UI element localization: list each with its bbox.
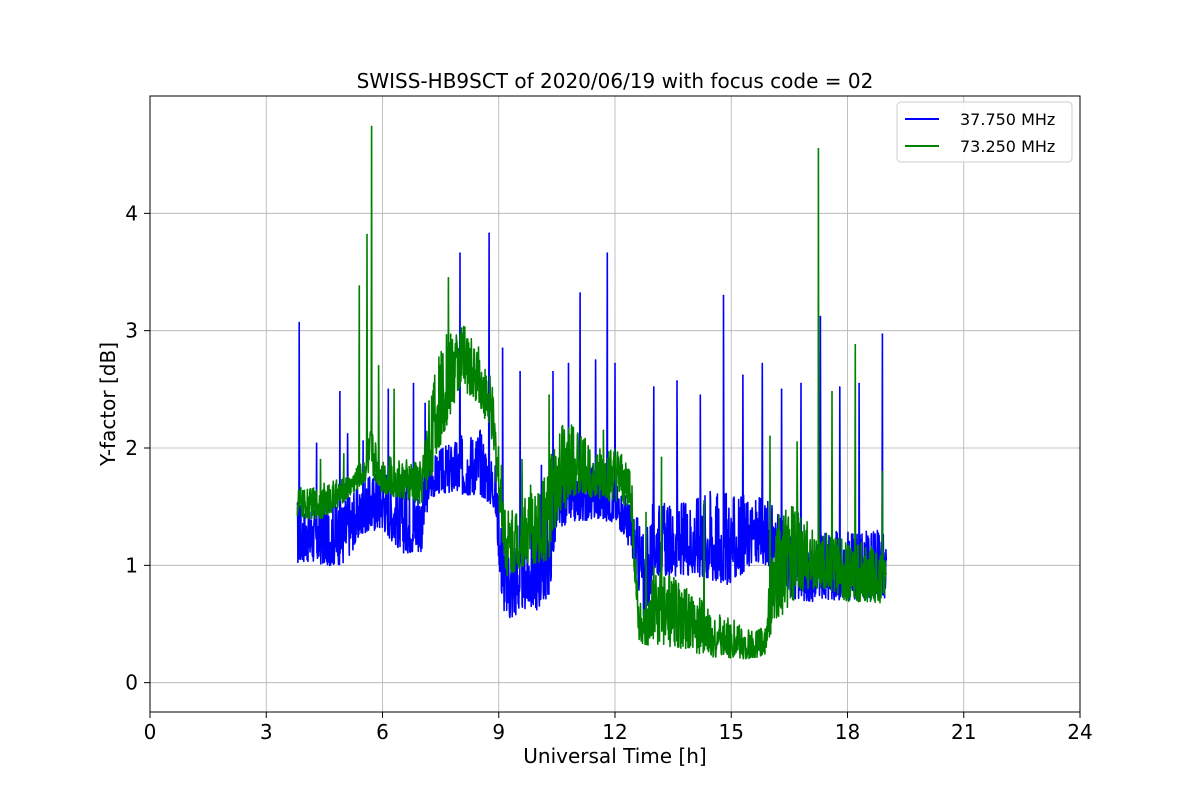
series-0-spike-point [881, 333, 884, 336]
series-0-spike-point [653, 386, 655, 388]
series-0-spike-point [594, 359, 597, 361]
series-line-1 [296, 125, 888, 660]
series-0-spike-point [459, 252, 461, 254]
series-1-spike-point [319, 458, 322, 461]
series-0-spike-point [780, 388, 783, 391]
x-tick-label: 6 [376, 720, 389, 744]
series-0-spike-point [676, 380, 678, 382]
y-tick-label: 4 [125, 201, 138, 225]
y-tick-label: 0 [125, 671, 138, 695]
series-1-spike-point [831, 390, 833, 393]
series-0-spike-point [579, 292, 581, 294]
series-0-spike-point [315, 442, 318, 445]
series-0-spike-point [519, 370, 521, 373]
x-axis-label: Universal Time [h] [523, 744, 706, 768]
x-tick-label: 3 [260, 720, 273, 744]
series-0-spike-point [761, 362, 764, 365]
series-1-spike-point [428, 400, 430, 402]
series-0-spike-point [819, 315, 822, 318]
series-0-spike-point [412, 382, 415, 385]
legend: 37.750 MHz 73.250 MHz [896, 101, 1073, 163]
series-0-spike-point [346, 433, 349, 435]
series-0-spike-point [858, 382, 860, 385]
series-0-spike-point [742, 374, 744, 377]
y-tick-label: 3 [125, 319, 138, 343]
x-tick-label: 21 [951, 720, 976, 744]
x-tick-label: 0 [144, 720, 157, 744]
series-0-spike-point [699, 394, 702, 397]
y-tick-label: 1 [125, 553, 138, 577]
series-0-spike-point [362, 440, 364, 442]
series-1-spike-point [548, 394, 550, 397]
x-tick-label: 12 [602, 720, 627, 744]
series-0-spike-point [606, 252, 609, 254]
series-1-spike-point [377, 365, 380, 367]
series-0-spike-point [488, 232, 490, 235]
series-1-spike-point [602, 429, 605, 432]
series-1-spike-point [366, 233, 368, 236]
series-0-spike-point [839, 386, 841, 388]
series-0-spike-point [501, 347, 504, 350]
series-0-spike-point [567, 362, 570, 365]
series-1-spike-point [370, 125, 373, 128]
series-0-spike-point [387, 388, 390, 391]
legend-label-73250: 73.250 MHz [960, 137, 1055, 156]
x-tick-label: 9 [492, 720, 505, 744]
x-tick-label: 15 [719, 720, 744, 744]
series-1-spike-point [817, 148, 820, 150]
series-0-spike-point [614, 362, 616, 365]
x-tick-label: 18 [835, 720, 860, 744]
y-tick-label: 2 [125, 436, 138, 460]
series-1-spike-point [703, 500, 705, 502]
series-1-spike-point [358, 285, 361, 287]
chart-title: SWISS-HB9SCT of 2020/06/19 with focus co… [357, 69, 874, 93]
series-1-spike-point [796, 441, 798, 443]
series-1-spike-point [660, 456, 663, 459]
series-1-spike-point [447, 277, 450, 279]
series-1-spike-point [645, 511, 647, 514]
series-0-spike-point [339, 390, 341, 393]
series-1-spike-point [854, 343, 857, 346]
x-tick-label: 24 [1067, 720, 1092, 744]
series-0-spike-point [298, 321, 301, 324]
series-1-spike-point [769, 435, 771, 438]
legend-label-37750: 37.750 MHz [960, 110, 1055, 129]
legend-box [896, 101, 1073, 163]
series-0-spike-point [540, 464, 543, 467]
series-1-spike-point [343, 453, 345, 455]
series-1-spike-point [393, 388, 395, 391]
series-0-spike-point [552, 370, 554, 373]
series-0-spike-point [722, 294, 725, 297]
series-1-spike-point [521, 458, 523, 461]
series-1-spike-point [881, 470, 884, 473]
y-axis-label: Y-factor [dB] [96, 342, 120, 467]
plot-area [296, 125, 888, 660]
series-0-spike-point [800, 382, 802, 385]
series-0-spike-point [424, 402, 426, 405]
